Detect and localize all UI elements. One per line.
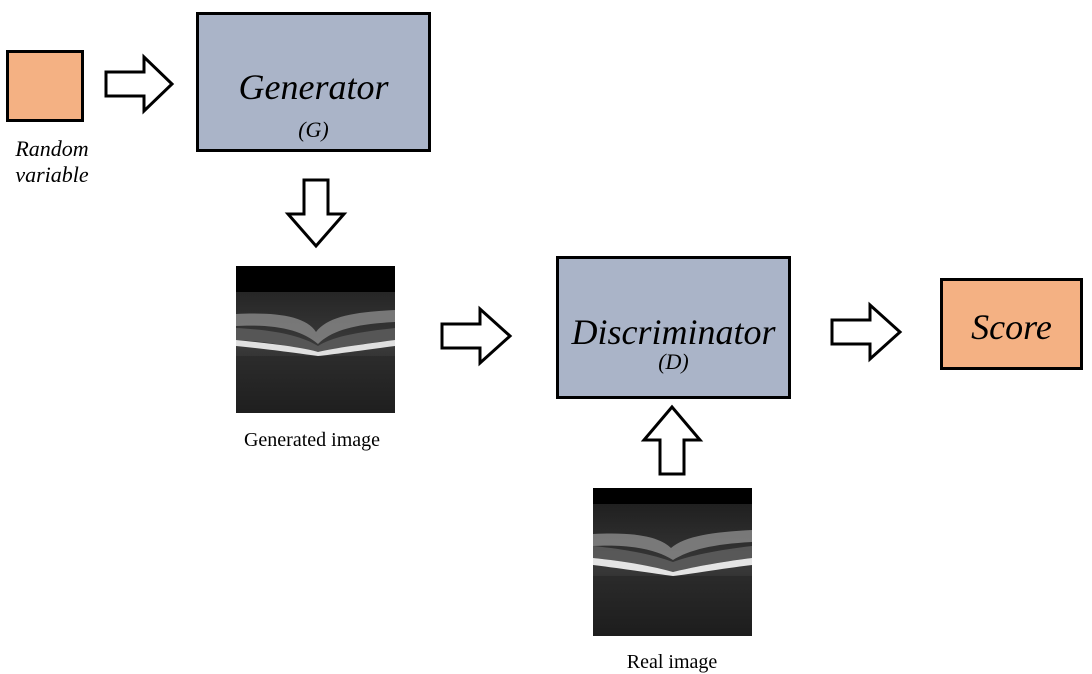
arrow-real-to-discriminator [640, 404, 704, 476]
generator-node: Generator (G) [196, 12, 431, 152]
arrow-random-to-generator [104, 53, 175, 115]
arrow-generated-to-discriminator [440, 305, 513, 367]
score-node: Score [940, 278, 1083, 370]
arrow-discriminator-to-score [830, 301, 903, 363]
random-variable-label-line2: variable [15, 162, 89, 188]
discriminator-subtitle: (D) [658, 349, 689, 374]
generated-image-caption: Generated image [243, 429, 381, 451]
real-image [593, 488, 752, 636]
score-title: Score [971, 307, 1052, 347]
random-variable-node [6, 50, 84, 122]
real-image-caption: Real image [626, 651, 718, 673]
arrow-generator-to-generated-image [284, 178, 348, 249]
discriminator-node: Discriminator (D) [556, 256, 791, 399]
random-variable-label: Random variable [0, 136, 104, 189]
generator-title: Generator [238, 67, 389, 107]
generator-subtitle: (G) [298, 117, 329, 142]
generated-image [236, 266, 395, 413]
random-variable-label-line1: Random [15, 136, 89, 161]
discriminator-title: Discriminator [571, 312, 776, 352]
